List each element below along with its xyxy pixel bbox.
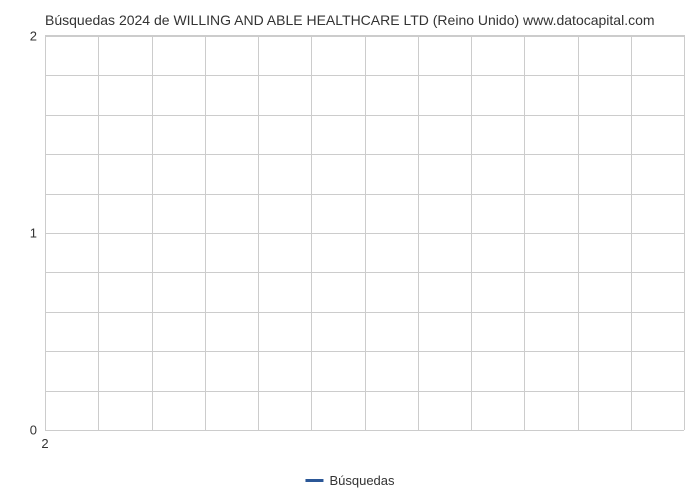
x-tick-label: 2 xyxy=(41,430,48,451)
chart-legend: Búsquedas xyxy=(305,473,394,488)
gridline-vertical xyxy=(418,36,419,430)
gridline-vertical xyxy=(258,36,259,430)
gridline-vertical xyxy=(471,36,472,430)
gridline-vertical xyxy=(311,36,312,430)
gridline-vertical xyxy=(205,36,206,430)
gridline-vertical xyxy=(152,36,153,430)
legend-label: Búsquedas xyxy=(329,473,394,488)
gridline-vertical xyxy=(578,36,579,430)
gridline-vertical xyxy=(684,36,685,430)
gridline-horizontal xyxy=(45,430,684,431)
gridline-vertical xyxy=(631,36,632,430)
gridline-vertical xyxy=(45,36,46,430)
chart-title: Búsquedas 2024 de WILLING AND ABLE HEALT… xyxy=(35,10,685,30)
gridline-vertical xyxy=(524,36,525,430)
gridline-vertical xyxy=(365,36,366,430)
chart-container: Búsquedas 2024 de WILLING AND ABLE HEALT… xyxy=(35,10,685,450)
chart-plot-area: 0122 xyxy=(45,35,685,430)
y-tick-label: 2 xyxy=(30,29,45,44)
y-tick-label: 1 xyxy=(30,226,45,241)
legend-swatch xyxy=(305,479,323,482)
gridline-vertical xyxy=(98,36,99,430)
